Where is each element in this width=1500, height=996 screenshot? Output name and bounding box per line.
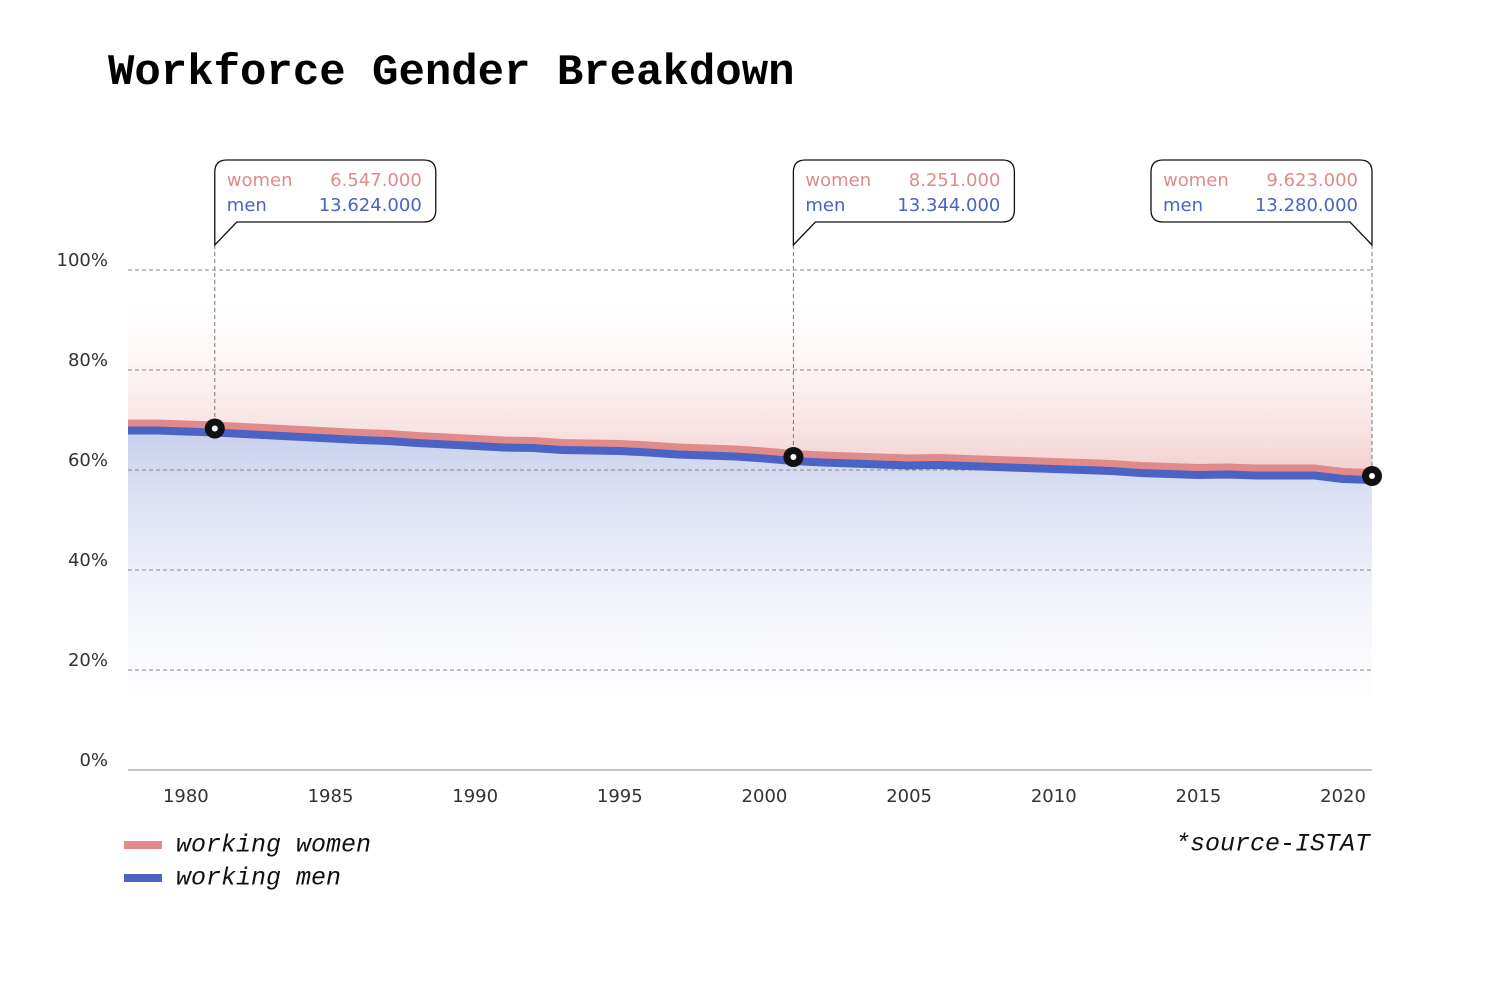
callout-name: men <box>1163 195 1203 216</box>
point-marker-dot <box>1369 473 1375 479</box>
x-tick-label: 1995 <box>597 786 643 807</box>
y-tick-label: 80% <box>68 350 108 371</box>
y-tick-label: 60% <box>68 450 108 471</box>
callout-value: 13.624.000 <box>319 195 422 216</box>
x-tick-label: 2005 <box>886 786 932 807</box>
x-tick-label: 1985 <box>308 786 354 807</box>
legend-label: working women <box>176 831 371 860</box>
x-tick-label: 2020 <box>1320 786 1366 807</box>
y-tick-label: 0% <box>79 750 108 771</box>
series-line <box>128 419 1373 477</box>
callout-name: women <box>227 170 293 191</box>
point-marker-dot <box>790 454 797 460</box>
callout-value: 13.280.000 <box>1255 195 1358 216</box>
x-tick-label: 1980 <box>163 786 209 807</box>
callout-value: 13.344.000 <box>897 195 1000 216</box>
callout-box <box>792 159 1016 247</box>
x-tick-label: 2010 <box>1031 786 1077 807</box>
areas <box>128 270 1372 770</box>
callout-value: 8.251.000 <box>909 170 1001 191</box>
callout-name: women <box>805 170 871 191</box>
callout-value: 6.547.000 <box>330 170 422 191</box>
callout-name: women <box>1163 170 1229 191</box>
area <box>128 430 1372 770</box>
chart-title: Workforce Gender Breakdown <box>108 48 795 98</box>
point-marker-dot <box>211 425 218 432</box>
x-tick-label: 2015 <box>1176 786 1222 807</box>
legend-label: working men <box>176 864 341 893</box>
area <box>128 270 1372 480</box>
y-tick-label: 20% <box>68 650 108 671</box>
callout-value: 9.623.000 <box>1266 170 1358 191</box>
callout-box <box>1150 159 1373 247</box>
x-tick-label: 2000 <box>742 786 788 807</box>
x-tick-label: 1990 <box>452 786 498 807</box>
y-tick-label: 40% <box>68 550 108 571</box>
callout-box <box>214 159 437 247</box>
y-tick-label: 100% <box>57 250 108 271</box>
callout-name: men <box>227 195 267 216</box>
source-note: *source-ISTAT <box>1175 830 1371 859</box>
series-line <box>128 426 1373 484</box>
callout-name: men <box>805 195 845 216</box>
